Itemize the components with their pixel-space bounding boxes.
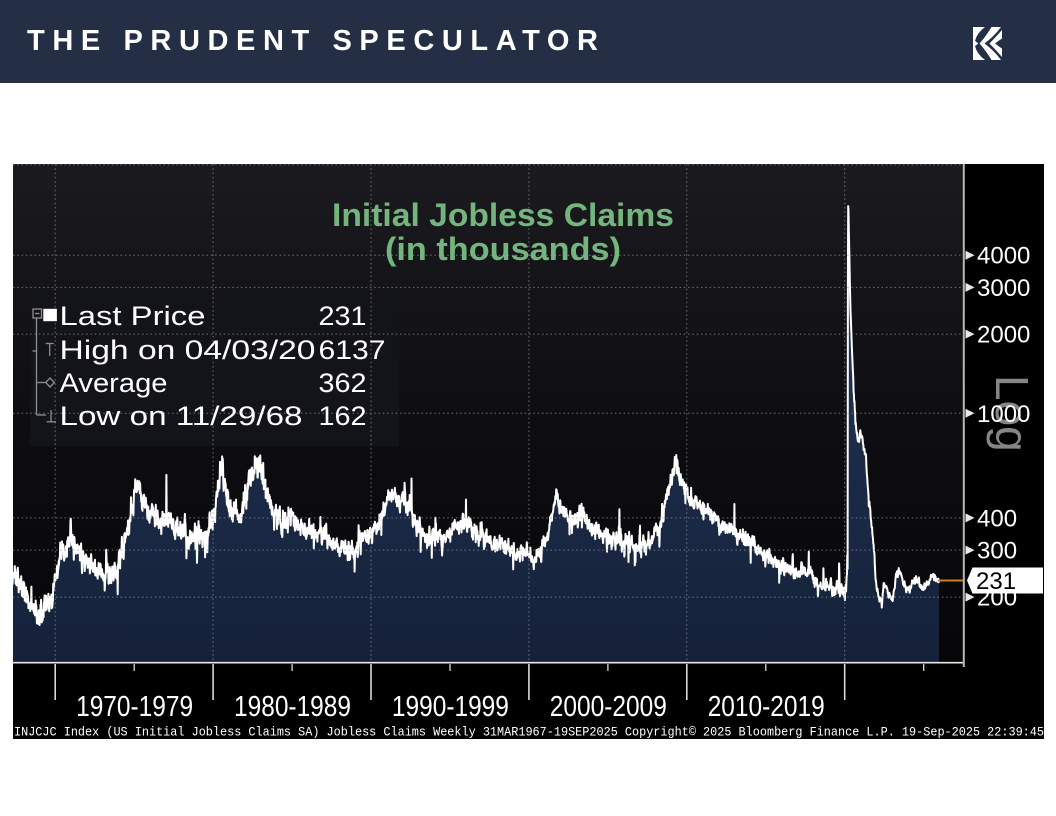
svg-text:Log: Log <box>986 375 1038 452</box>
svg-text:1970-1979: 1970-1979 <box>76 691 193 723</box>
svg-text:High on 04/03/20: High on 04/03/20 <box>60 335 316 365</box>
svg-text:Low on 11/29/68: Low on 11/29/68 <box>60 401 303 431</box>
svg-text:4000: 4000 <box>977 243 1030 270</box>
svg-text:1980-1989: 1980-1989 <box>234 691 351 723</box>
svg-text:1000: 1000 <box>977 401 1030 428</box>
svg-text:2010-2019: 2010-2019 <box>708 691 825 723</box>
svg-text:231: 231 <box>976 568 1016 595</box>
svg-text:231: 231 <box>319 301 367 331</box>
svg-text:162: 162 <box>319 401 367 431</box>
svg-text:Initial Jobless Claims: Initial Jobless Claims <box>332 197 674 233</box>
svg-text:362: 362 <box>319 368 367 398</box>
svg-text:Last Price: Last Price <box>60 301 206 331</box>
svg-text:300: 300 <box>977 538 1017 565</box>
svg-text:3000: 3000 <box>977 275 1030 302</box>
svg-text:INJCJC Index (US Initial Joble: INJCJC Index (US Initial Jobless Claims … <box>14 725 1044 740</box>
svg-text:1990-1999: 1990-1999 <box>392 691 509 723</box>
svg-text:400: 400 <box>977 505 1017 532</box>
svg-text:6137: 6137 <box>319 335 386 365</box>
svg-text:Average: Average <box>60 368 168 398</box>
svg-text:2000: 2000 <box>977 322 1030 349</box>
svg-text:(in thousands): (in thousands) <box>385 231 621 267</box>
svg-text:2000-2009: 2000-2009 <box>550 691 667 723</box>
